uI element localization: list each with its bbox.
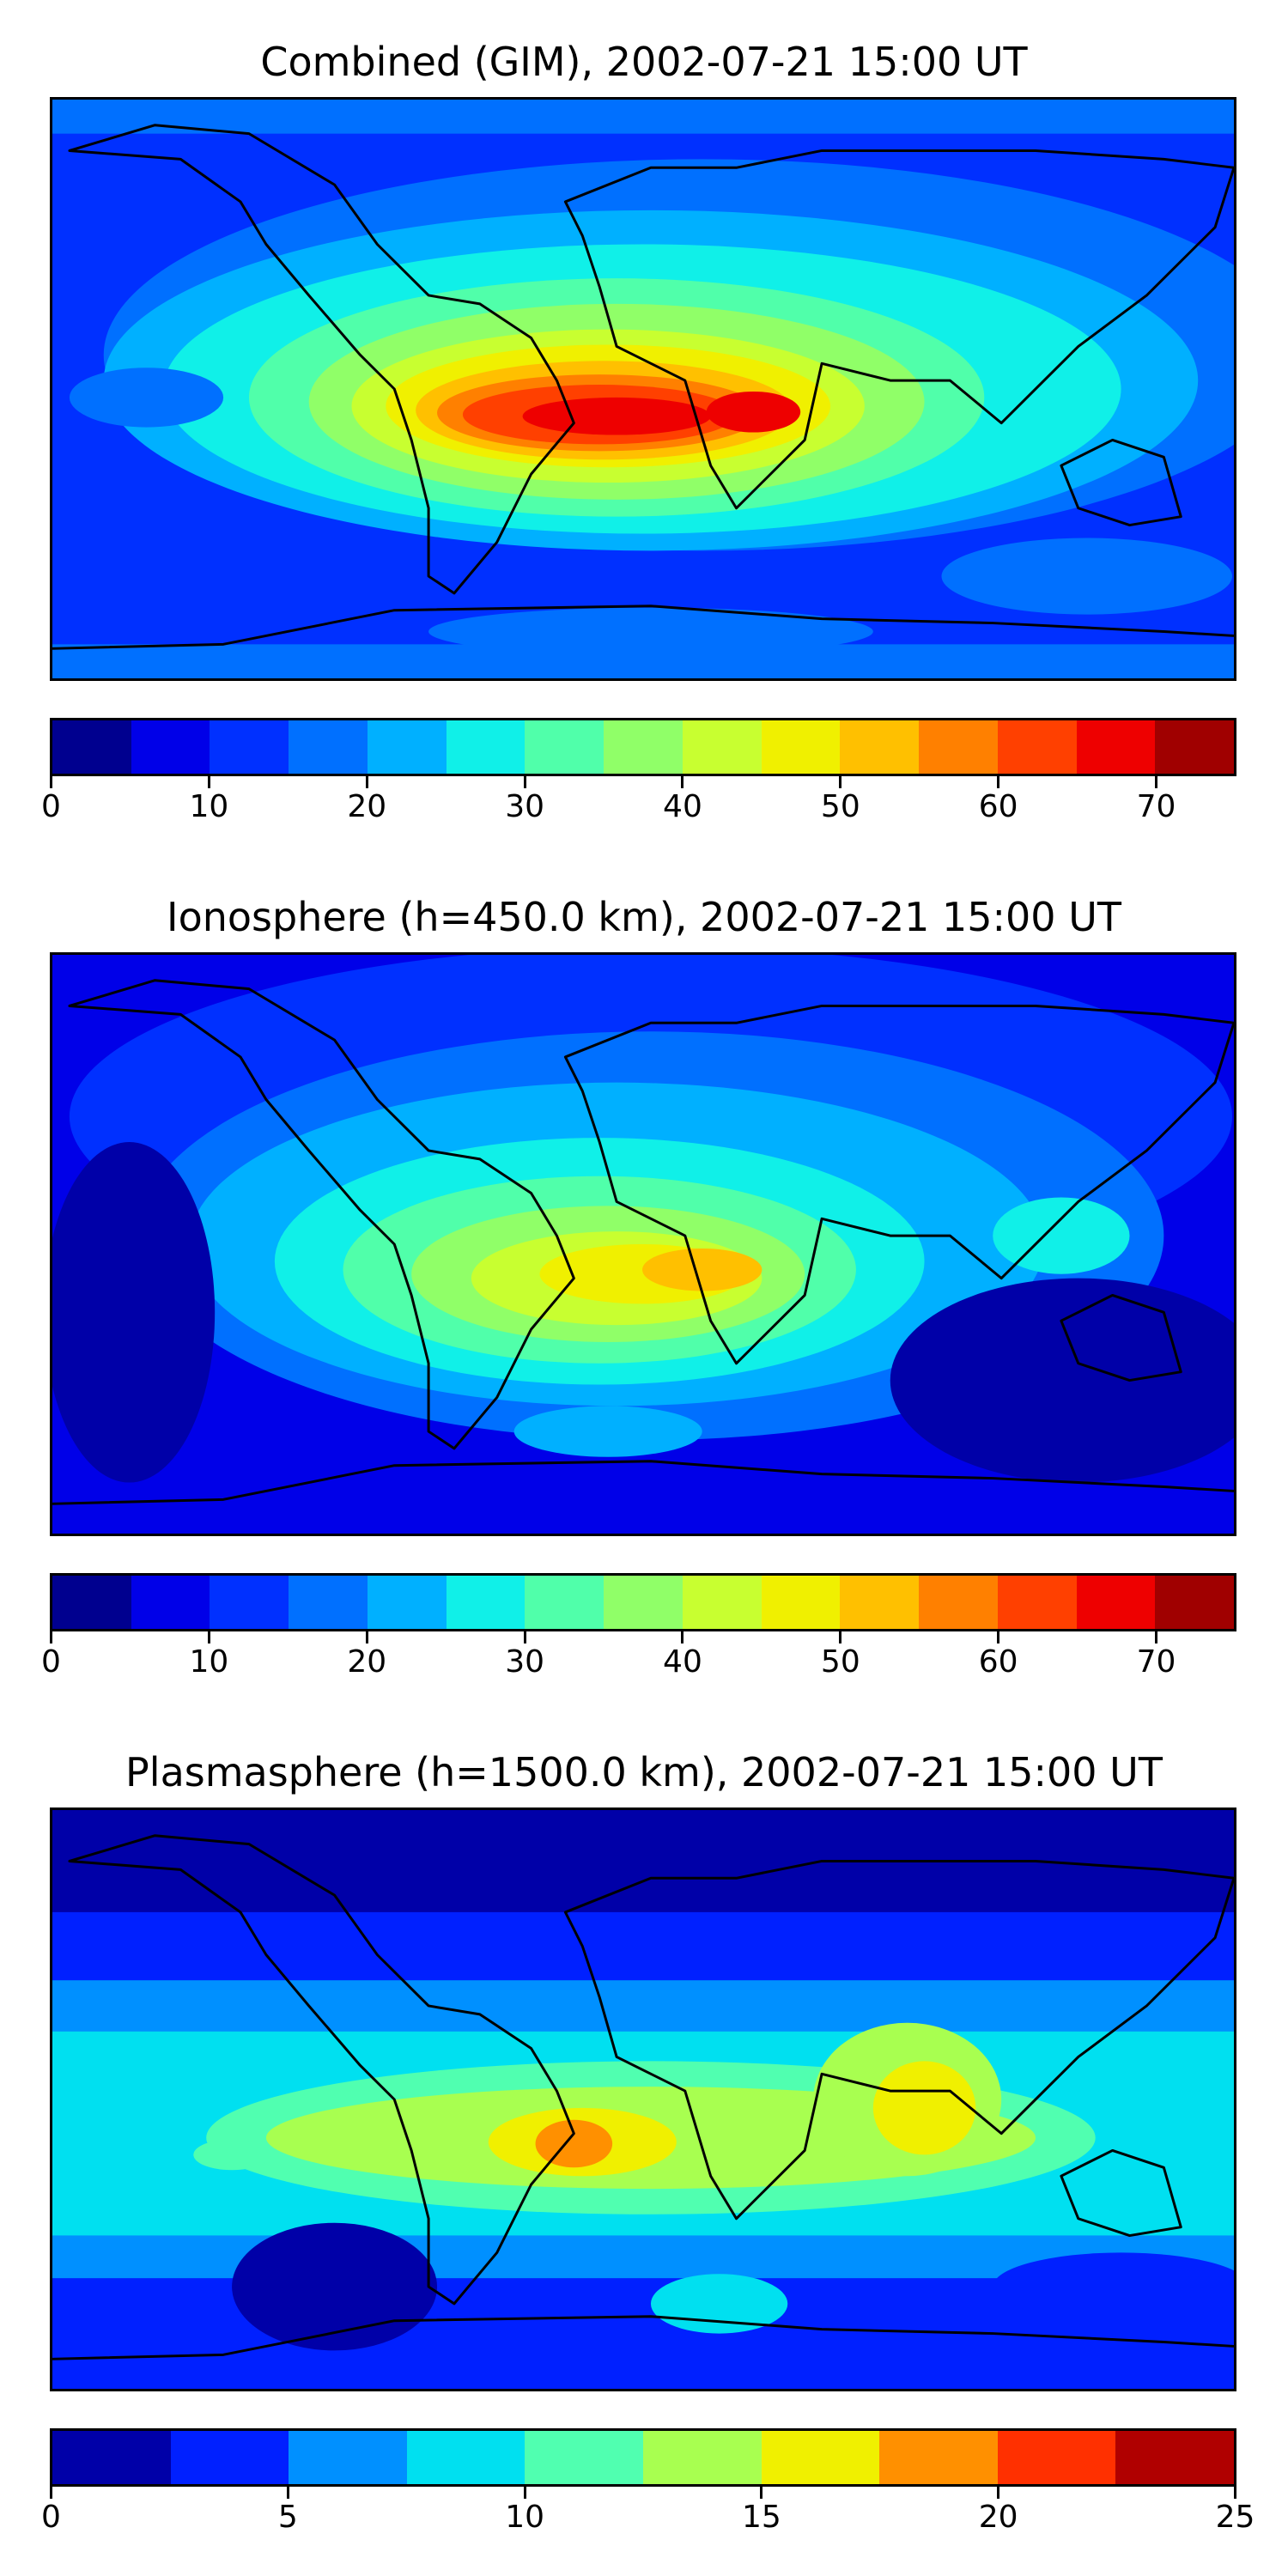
colorbar-tick-label: 20 bbox=[347, 1644, 387, 1680]
colorbar-tick bbox=[681, 1631, 684, 1643]
colorbar-tick-label: 40 bbox=[663, 1644, 702, 1680]
map-plasmasphere bbox=[50, 1807, 1236, 2391]
colorbar-segment bbox=[210, 1576, 289, 1629]
colorbar-segment bbox=[879, 2431, 998, 2484]
colorbar-tick bbox=[50, 776, 52, 788]
colorbar-tick-label: 40 bbox=[663, 789, 702, 824]
colorbar-segment bbox=[406, 2431, 526, 2484]
colorbar-tick bbox=[50, 1631, 52, 1643]
colorbar-tick bbox=[1234, 2487, 1236, 2499]
colorbar-segment bbox=[919, 1576, 998, 1629]
colorbar-segment bbox=[761, 720, 841, 774]
colorbar-tick-label: 60 bbox=[978, 789, 1018, 824]
colorbar-segment bbox=[1076, 1576, 1156, 1629]
colorbar-segment bbox=[289, 2431, 407, 2484]
colorbar-tick bbox=[50, 2487, 52, 2499]
panel-title-combined: Combined (GIM), 2002-07-21 15:00 UT bbox=[260, 39, 1028, 85]
colorbar-tick bbox=[839, 1631, 842, 1643]
colorbar-ionosphere bbox=[50, 1573, 1236, 1631]
tec-contour-map bbox=[52, 955, 1234, 1534]
colorbar-tick bbox=[1155, 1631, 1158, 1643]
colorbar-segment bbox=[1115, 2431, 1234, 2484]
colorbar-tick-label: 20 bbox=[347, 789, 387, 824]
colorbar-segment bbox=[367, 1576, 447, 1629]
colorbar-segment bbox=[997, 720, 1077, 774]
colorbar-tick bbox=[839, 776, 842, 788]
colorbar-segment bbox=[1076, 720, 1156, 774]
colorbar-tick-label: 0 bbox=[41, 2500, 61, 2535]
colorbar-segment bbox=[52, 2431, 171, 2484]
colorbar-segment bbox=[289, 1576, 368, 1629]
colorbar-plasmasphere bbox=[50, 2428, 1236, 2487]
colorbar-tick bbox=[997, 1631, 1000, 1643]
colorbar-segment bbox=[525, 1576, 605, 1629]
colorbar-segment bbox=[604, 720, 683, 774]
colorbar-tick-label: 30 bbox=[505, 1644, 544, 1680]
tec-contour-map bbox=[52, 1810, 1234, 2389]
colorbar-tick bbox=[286, 2487, 289, 2499]
colorbar-tick-label: 70 bbox=[1136, 1644, 1176, 1680]
colorbar-segment bbox=[446, 720, 526, 774]
colorbar-tick-label: 0 bbox=[41, 1644, 61, 1680]
map-ionosphere bbox=[50, 952, 1236, 1536]
colorbar-tick bbox=[681, 776, 684, 788]
colorbar-segment bbox=[52, 1576, 131, 1629]
colorbar-tick-label: 50 bbox=[820, 1644, 860, 1680]
colorbar-segment bbox=[604, 1576, 683, 1629]
colorbar-segment bbox=[170, 2431, 289, 2484]
colorbar-segment bbox=[642, 2431, 762, 2484]
colorbar-tick-label: 20 bbox=[978, 2500, 1018, 2535]
colorbar-tick bbox=[207, 776, 210, 788]
colorbar-tick-label: 50 bbox=[820, 789, 860, 824]
colorbar-segment bbox=[919, 720, 998, 774]
colorbar-segment bbox=[682, 1576, 762, 1629]
colorbar-tick bbox=[365, 776, 368, 788]
colorbar-segment bbox=[131, 1576, 210, 1629]
colorbar-tick-label: 0 bbox=[41, 789, 61, 824]
colorbar-segment bbox=[1155, 1576, 1235, 1629]
panel-title-plasmasphere: Plasmasphere (h=1500.0 km), 2002-07-21 1… bbox=[125, 1749, 1163, 1795]
colorbar-tick-label: 10 bbox=[189, 789, 229, 824]
colorbar-tick-label: 60 bbox=[978, 1644, 1018, 1680]
colorbar-tick-label: 10 bbox=[505, 2500, 544, 2535]
colorbar-tick bbox=[207, 1631, 210, 1643]
colorbar-segment bbox=[52, 720, 131, 774]
colorbar-segment bbox=[210, 720, 289, 774]
colorbar-tick bbox=[523, 776, 526, 788]
colorbar-segment bbox=[131, 720, 210, 774]
colorbar-segment bbox=[289, 720, 368, 774]
colorbar-combined bbox=[50, 718, 1236, 776]
colorbar-segment bbox=[1155, 720, 1235, 774]
colorbar-segment bbox=[682, 720, 762, 774]
colorbar-segment bbox=[840, 1576, 920, 1629]
colorbar-tick bbox=[523, 1631, 526, 1643]
colorbar-segment bbox=[840, 720, 920, 774]
colorbar-tick-label: 15 bbox=[741, 2500, 781, 2535]
colorbar-segment bbox=[761, 2431, 880, 2484]
tec-contour-map bbox=[52, 100, 1234, 678]
colorbar-segment bbox=[997, 1576, 1077, 1629]
colorbar-tick bbox=[365, 1631, 368, 1643]
colorbar-segment bbox=[367, 720, 447, 774]
colorbar-tick bbox=[997, 776, 1000, 788]
colorbar-tick-label: 25 bbox=[1215, 2500, 1255, 2535]
colorbar-segment bbox=[525, 2431, 643, 2484]
colorbar-tick bbox=[997, 2487, 1000, 2499]
colorbar-segment bbox=[446, 1576, 526, 1629]
colorbar-segment bbox=[525, 720, 605, 774]
colorbar-tick bbox=[760, 2487, 763, 2499]
colorbar-tick-label: 5 bbox=[277, 2500, 298, 2535]
map-combined-gim bbox=[50, 97, 1236, 681]
colorbar-segment bbox=[761, 1576, 841, 1629]
panel-title-ionosphere: Ionosphere (h=450.0 km), 2002-07-21 15:0… bbox=[167, 894, 1121, 940]
colorbar-tick-label: 10 bbox=[189, 1644, 229, 1680]
colorbar-tick-label: 70 bbox=[1136, 789, 1176, 824]
colorbar-segment bbox=[997, 2431, 1116, 2484]
colorbar-tick-label: 30 bbox=[505, 789, 544, 824]
colorbar-tick bbox=[1155, 776, 1158, 788]
colorbar-tick bbox=[523, 2487, 526, 2499]
